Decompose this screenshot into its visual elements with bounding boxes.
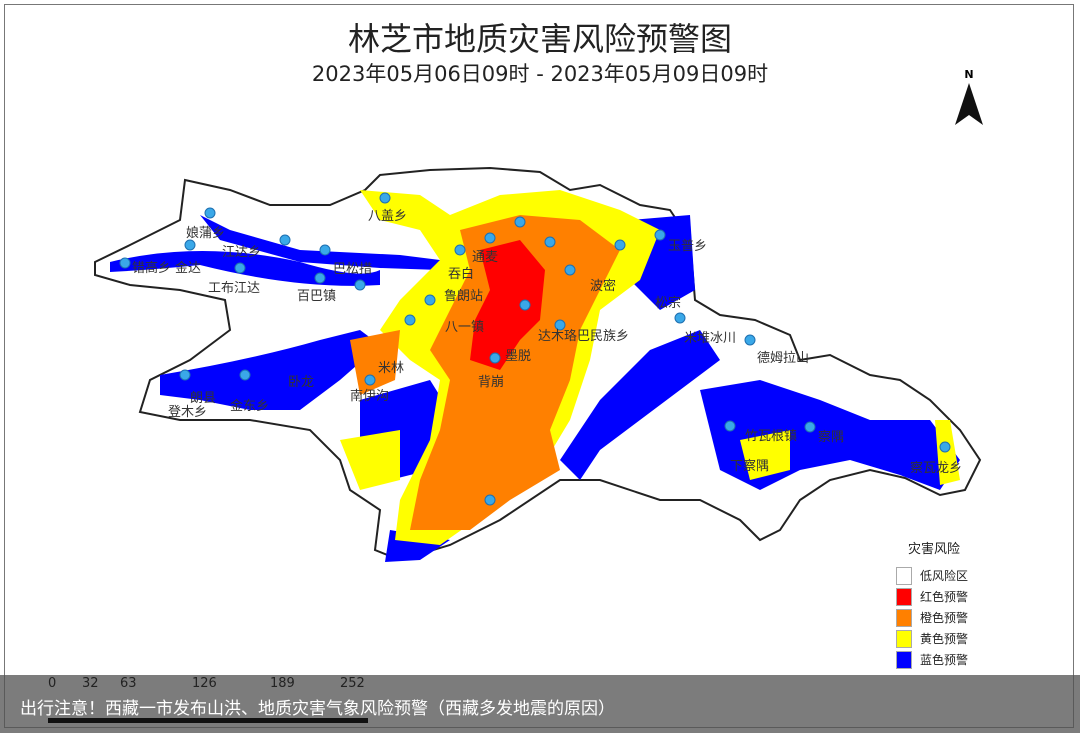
place-label: 下察隅 xyxy=(730,459,769,474)
place-label: 察瓦龙乡 xyxy=(910,461,962,476)
place-label: 登木乡 xyxy=(168,405,207,420)
place-label: 吞白 xyxy=(448,266,474,282)
legend-title: 灾害风险 xyxy=(908,542,961,557)
scale-tick: 126 xyxy=(192,676,217,691)
scale-tick: 32 xyxy=(82,676,99,691)
red-warning-areas xyxy=(470,240,545,370)
orange-warning-areas xyxy=(350,215,620,530)
legend-label: 蓝色预警 xyxy=(920,653,969,667)
caption-bar xyxy=(0,675,1080,733)
place-label: 工布江达 xyxy=(208,281,260,296)
scale-tick: 252 xyxy=(340,676,365,691)
place-label: 松宗 xyxy=(655,295,681,311)
place-label: 米堆冰川 xyxy=(684,331,736,346)
place-label: 巴松措 xyxy=(333,262,372,277)
place-label: 百巴镇 xyxy=(297,289,336,304)
place-label: 通麦 xyxy=(472,250,498,265)
legend-label: 橙色预警 xyxy=(920,611,969,625)
place-label: 察隅 xyxy=(818,430,844,445)
place-label: 八一镇 xyxy=(445,320,484,335)
legend-item-yellow: 黄色预警 xyxy=(896,628,968,649)
legend-label: 黄色预警 xyxy=(920,632,969,646)
place-label: 卧龙 xyxy=(288,375,314,390)
north-arrow-icon: N xyxy=(952,68,986,131)
legend-label: 红色预警 xyxy=(920,590,969,604)
place-label: 江达乡 xyxy=(222,245,261,260)
legend-item-blue: 蓝色预警 xyxy=(896,649,968,670)
place-label: 八盖乡 xyxy=(368,209,407,224)
location-pins xyxy=(119,192,951,506)
map-title: 林芝市地质灾害风险预警图 xyxy=(347,20,732,58)
place-label: 背崩 xyxy=(478,375,504,390)
legend: 灾害风险 低风险区 红色预警 橙色预警 黄色预警 蓝色预警 xyxy=(896,538,968,670)
place-label: 墨脱 xyxy=(505,349,531,364)
place-label: 竹瓦根镇 xyxy=(745,429,797,444)
legend-label: 低风险区 xyxy=(920,569,969,583)
place-label: 米林 xyxy=(378,361,404,376)
scale-tick: 63 xyxy=(120,676,137,691)
scale-tick: 0 xyxy=(48,676,57,691)
place-label: 达木珞巴民族乡 xyxy=(538,328,629,344)
place-label: 玉普乡 xyxy=(668,239,707,254)
north-label: N xyxy=(964,68,974,81)
scale-tick: 189 xyxy=(270,676,295,691)
place-labels: 八盖乡 娘蒲乡 江达乡 错高乡 金达 工布江达 百巴镇 巴松措 通麦 吞白 鲁朗… xyxy=(132,209,962,476)
legend-item-low: 低风险区 xyxy=(896,565,968,586)
place-label: 波密 xyxy=(590,278,616,294)
map-subtitle: 2023年05月06日09时 - 2023年05月09日09时 xyxy=(311,62,769,86)
place-label: 金东乡 xyxy=(230,398,269,414)
place-label: 南伊沟 xyxy=(350,388,389,404)
scale-bar xyxy=(48,718,368,723)
place-label: 错高乡 xyxy=(132,260,171,276)
place-label: 朗县 xyxy=(190,391,216,406)
legend-item-orange: 橙色预警 xyxy=(896,607,968,628)
legend-item-red: 红色预警 xyxy=(896,586,968,607)
place-label: 鲁朗站 xyxy=(444,289,483,304)
place-label: 德姆拉山 xyxy=(757,351,809,366)
place-label: 娘蒲乡 xyxy=(186,226,225,241)
caption-text: 出行注意！西藏一市发布山洪、地质灾害气象风险预警（西藏多发地震的原因） xyxy=(20,699,615,719)
place-label: 金达 xyxy=(175,260,201,276)
